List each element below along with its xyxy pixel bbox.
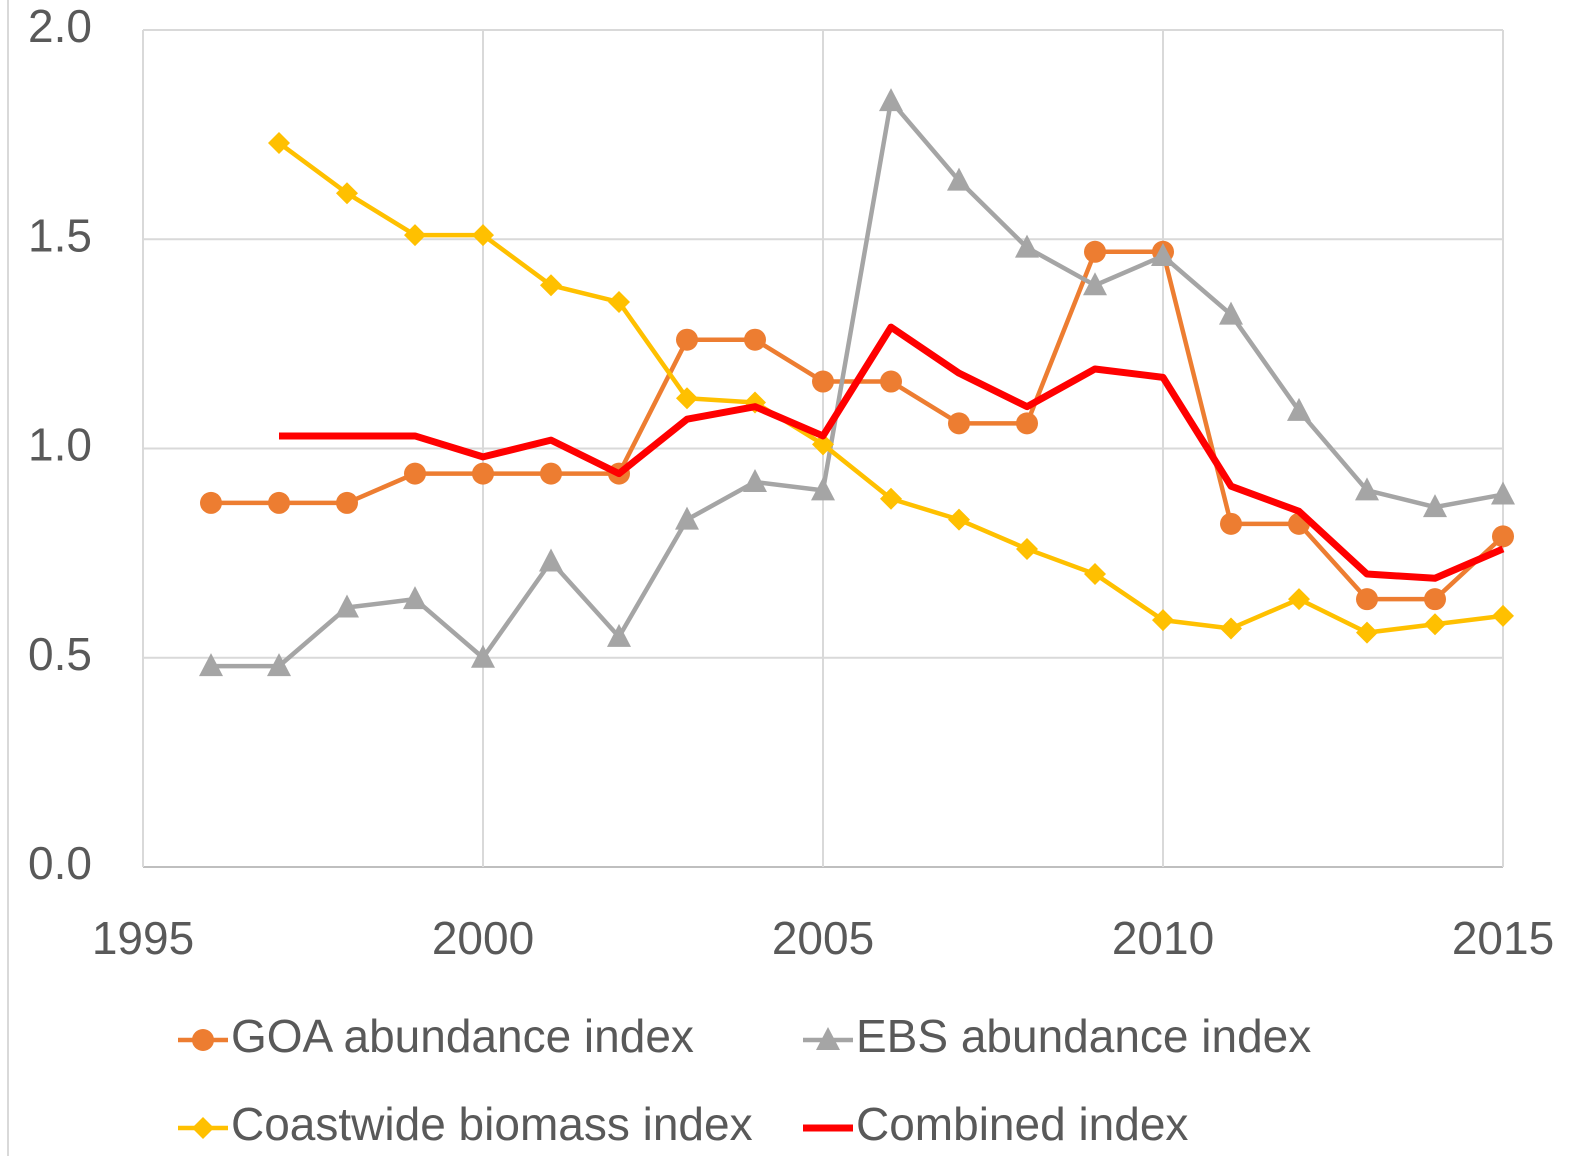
legend-label: Combined index	[856, 1098, 1188, 1150]
marker	[1424, 613, 1446, 636]
marker	[812, 433, 834, 456]
y-tick-label: 1.5	[28, 209, 92, 261]
x-tick-label: 1995	[92, 912, 194, 964]
marker	[947, 167, 971, 191]
marker	[880, 487, 902, 510]
marker	[336, 491, 358, 514]
marker	[404, 224, 426, 247]
marker	[1287, 397, 1311, 421]
marker	[1492, 604, 1514, 627]
marker	[471, 644, 495, 668]
x-tick-label: 2000	[432, 912, 534, 964]
marker	[1356, 621, 1378, 644]
marker	[268, 491, 290, 514]
marker	[1015, 234, 1039, 258]
legend-item: GOA abundance index	[178, 1010, 694, 1062]
y-tick-label: 0.5	[28, 628, 92, 680]
marker	[192, 1029, 214, 1051]
marker	[335, 594, 359, 618]
marker	[403, 586, 427, 610]
marker	[540, 274, 562, 297]
marker	[744, 328, 766, 351]
marker	[1492, 525, 1514, 548]
marker	[539, 548, 563, 572]
marker	[1152, 609, 1174, 632]
marker	[1288, 588, 1310, 611]
legend-item: Combined index	[803, 1098, 1188, 1150]
marker	[267, 653, 291, 677]
marker	[1151, 242, 1175, 266]
marker	[811, 477, 835, 501]
x-tick-label: 2015	[1452, 912, 1554, 964]
marker	[472, 462, 494, 485]
series-line	[279, 323, 1505, 582]
marker	[880, 370, 902, 393]
legend-label: EBS abundance index	[856, 1010, 1311, 1062]
marker	[1083, 272, 1107, 296]
marker	[1423, 494, 1447, 518]
x-tick-label: 2005	[772, 912, 874, 964]
marker	[1355, 477, 1379, 501]
marker	[1016, 412, 1038, 435]
marker	[743, 468, 767, 492]
marker	[1084, 240, 1106, 263]
marker	[948, 508, 970, 531]
marker	[1220, 617, 1242, 640]
marker	[268, 131, 290, 154]
marker	[676, 387, 698, 410]
marker	[1219, 301, 1243, 325]
y-tick-label: 1.0	[28, 419, 92, 471]
x-tick-label: 2010	[1112, 912, 1214, 964]
marker	[404, 462, 426, 485]
y-tick-label: 2.0	[28, 0, 92, 52]
legend-label: GOA abundance index	[231, 1010, 694, 1062]
y-tick-label: 0.0	[28, 837, 92, 889]
marker	[948, 412, 970, 435]
marker	[540, 462, 562, 485]
marker	[607, 623, 631, 647]
legend-label: Coastwide biomass index	[231, 1098, 753, 1150]
marker	[676, 328, 698, 351]
marker	[1084, 563, 1106, 586]
marker	[200, 491, 222, 514]
marker	[816, 1027, 840, 1050]
marker	[608, 291, 630, 314]
marker	[675, 506, 699, 530]
marker	[336, 182, 358, 205]
marker	[1491, 481, 1515, 505]
marker	[1016, 537, 1038, 560]
marker	[199, 653, 223, 677]
marker	[812, 370, 834, 393]
marker	[1356, 588, 1378, 611]
marker	[879, 88, 903, 112]
marker	[1424, 588, 1446, 611]
legend-item: EBS abundance index	[803, 1010, 1311, 1062]
marker	[192, 1117, 214, 1139]
legend-item: Coastwide biomass index	[178, 1098, 753, 1150]
marker	[472, 224, 494, 247]
marker	[1220, 512, 1242, 535]
